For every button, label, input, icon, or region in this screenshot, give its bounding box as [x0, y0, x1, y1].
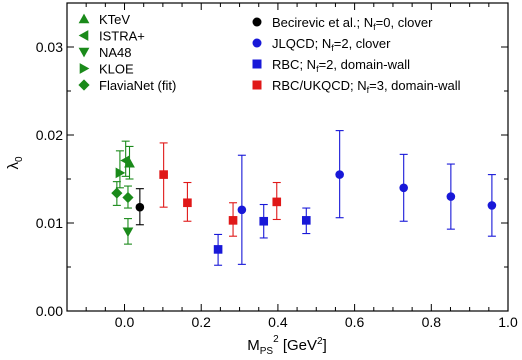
- y-tick-label: 0.03: [36, 39, 63, 55]
- data-point-rbcukqcd: [183, 198, 192, 208]
- series-flavianet: [111, 181, 134, 209]
- data-point-flavianet: [122, 191, 134, 204]
- data-point-kloe: [115, 167, 126, 179]
- legend-label-rbcukqcd: RBC/UKQCD; Nf=3, domain-wall: [272, 78, 461, 95]
- data-point-jlqcd: [237, 205, 247, 215]
- x-tick-label: 1.0: [498, 314, 518, 330]
- axis-labels: MPS2 [GeV2] λ0: [5, 156, 327, 357]
- y-tick-label: 0.02: [36, 127, 63, 143]
- series-istra: [120, 140, 130, 177]
- series-rbc: [213, 203, 311, 266]
- legend-marker-kloe: [79, 63, 90, 74]
- legend-label-becirevic: Becirevic et al.; Nf=0, clover: [272, 15, 433, 32]
- legend-label-flavianet: FlaviaNet (fit): [99, 78, 176, 93]
- plot-frame: [66, 2, 509, 312]
- x-tick-label: 0.2: [191, 314, 211, 330]
- data-point-na48: [122, 227, 134, 238]
- x-tick-label: 0.0: [115, 314, 135, 330]
- legend-label-istra: ISTRA+: [99, 29, 145, 44]
- legend-label-kloe: KLOE: [99, 62, 134, 77]
- legend-marker-becirevic: [252, 17, 262, 27]
- legend-marker-ktev: [78, 13, 90, 24]
- data-point-becirevic: [135, 202, 145, 212]
- legend-marker-rbcukqcd: [252, 80, 262, 90]
- legend-marker-jlqcd: [252, 38, 262, 48]
- series-becirevic: [135, 188, 145, 226]
- series-jlqcd: [237, 130, 497, 265]
- legend-label-rbc: RBC; Nf=2, domain-wall: [272, 57, 410, 74]
- data-points: [111, 130, 497, 266]
- data-point-jlqcd: [399, 183, 408, 193]
- data-point-jlqcd: [335, 170, 344, 179]
- data-point-rbcukqcd: [159, 170, 168, 179]
- data-point-flavianet: [111, 187, 123, 199]
- data-point-rbc: [259, 216, 269, 226]
- x-tick-label: 0.6: [345, 314, 365, 330]
- series-na48: [122, 218, 134, 245]
- data-point-jlqcd: [446, 192, 456, 201]
- data-point-istra: [120, 155, 130, 166]
- axes: 0.0 0.2 0.4 0.6 0.8 1.0 0.00 0.01 0.02 0.03: [36, 2, 518, 330]
- legend-label-jlqcd: JLQCD; Nf=2, clover: [272, 36, 391, 53]
- legend-label-na48: NA48: [99, 45, 132, 60]
- data-point-rbcukqcd: [272, 197, 282, 207]
- legend-marker-na48: [78, 47, 90, 58]
- data-point-rbc: [213, 245, 223, 254]
- y-tick-label: 0.00: [36, 303, 63, 319]
- data-point-rbc: [301, 216, 311, 225]
- x-tick-label: 0.4: [268, 314, 288, 330]
- y-axis-title: λ0: [5, 156, 25, 170]
- legend-marker-flavianet: [78, 79, 90, 91]
- data-point-jlqcd: [487, 201, 497, 210]
- y-tick-label: 0.01: [36, 215, 63, 231]
- legend-marker-rbc: [252, 59, 262, 69]
- x-tick-label: 0.8: [422, 314, 442, 330]
- legend-label-ktev: KTeV: [99, 12, 130, 27]
- legend-marker-istra: [78, 30, 89, 41]
- x-axis-title: MPS2 [GeV2]: [247, 334, 327, 357]
- series-rbcukqcd: [159, 142, 282, 237]
- data-point-rbcukqcd: [228, 216, 238, 225]
